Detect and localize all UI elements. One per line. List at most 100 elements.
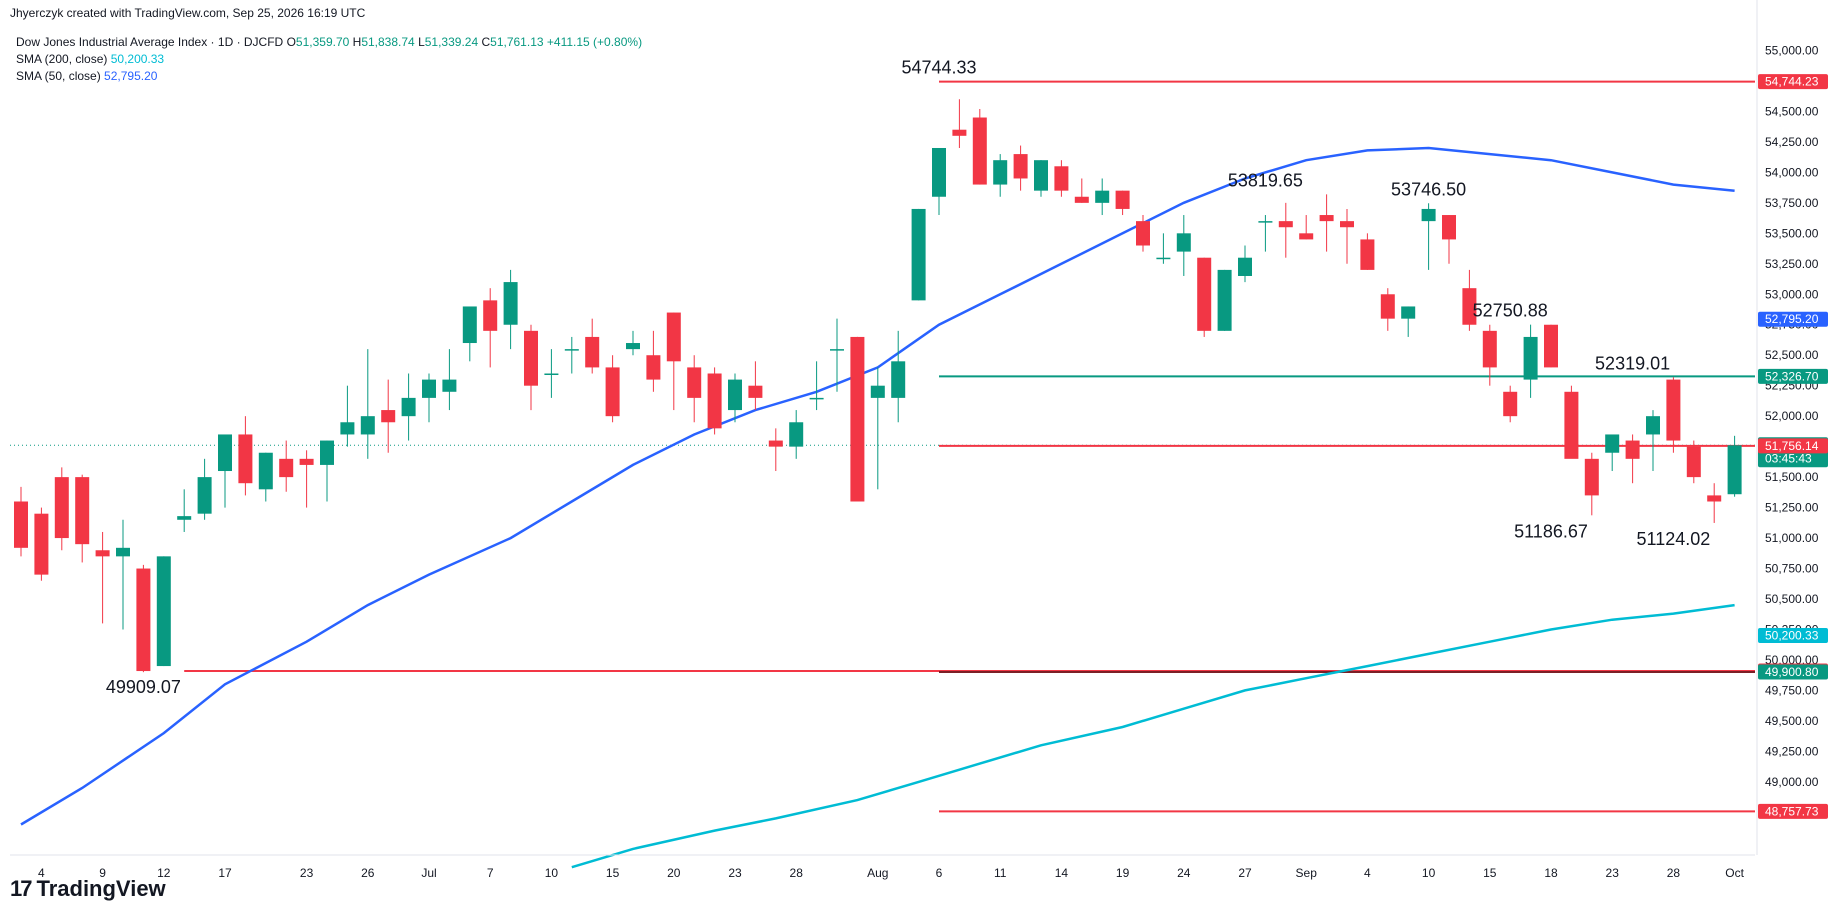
candle[interactable] [238,416,253,496]
candle[interactable] [1095,178,1110,216]
candle[interactable] [1013,145,1028,191]
candle[interactable] [320,440,334,502]
candle[interactable] [422,373,436,423]
candle[interactable] [1442,215,1456,264]
candle[interactable] [707,367,722,435]
candle[interactable] [850,336,865,502]
candle[interactable] [75,474,90,563]
candle[interactable] [1156,233,1171,264]
candle[interactable] [503,269,518,350]
candle[interactable] [1727,435,1742,497]
time-axis[interactable]: 4 9 12 17 23 26 Jul 7 10 15 20 23 28 Aug 6 11 14 19 24 27 Se… [10,854,1755,880]
candle[interactable] [156,556,171,667]
candle[interactable] [95,531,110,624]
candle[interactable] [1605,434,1620,472]
candle[interactable] [1258,215,1273,252]
candle[interactable] [1666,377,1681,453]
candle[interactable] [401,373,416,441]
candle[interactable] [646,330,661,392]
candle[interactable] [442,349,457,411]
instrument-name[interactable]: Dow Jones Industrial Average Index · 1D … [16,35,284,49]
candle[interactable] [279,440,294,492]
candle[interactable] [1115,190,1130,216]
candle[interactable] [993,154,1008,197]
candle[interactable] [34,507,49,581]
candle[interactable] [1646,410,1660,472]
price-axis[interactable]: 49,000.00 49,250.00 49,500.00 49,750.00 50,0… [1756,0,1828,855]
candle[interactable] [1482,324,1497,386]
candle[interactable] [932,147,946,216]
candle[interactable] [54,467,69,551]
candle[interactable] [809,361,824,411]
candle[interactable] [360,349,375,459]
candle[interactable] [1319,194,1334,252]
price-tag[interactable]: 54,744.23 [1758,74,1828,90]
candle[interactable] [768,428,783,472]
candle[interactable] [789,410,804,459]
candle[interactable] [585,318,600,374]
candle[interactable] [299,450,314,508]
candle[interactable] [1238,245,1252,283]
candle[interactable] [1584,452,1599,516]
price-tag[interactable]: 50,200.33 [1758,628,1828,644]
candle[interactable] [748,361,763,411]
price-tag[interactable]: 49,900.80 [1758,664,1828,680]
sma200-line[interactable] [571,603,1735,869]
candle[interactable] [1054,160,1069,197]
candle[interactable] [1503,385,1518,423]
candle[interactable] [626,330,640,356]
candle[interactable] [1278,202,1293,258]
candle[interactable] [1421,203,1436,270]
candle[interactable] [197,458,212,520]
candle[interactable] [1197,257,1212,337]
candle[interactable] [14,486,28,557]
candle[interactable] [1686,440,1701,484]
candle[interactable] [1523,324,1538,398]
candle[interactable] [381,379,396,453]
sma50-line[interactable] [20,146,1735,826]
candle[interactable] [1360,233,1375,270]
candle[interactable] [870,367,885,490]
candle[interactable] [1034,160,1048,197]
candle[interactable] [830,318,844,392]
candle[interactable] [1401,306,1416,337]
legend-sma50-row[interactable]: SMA (50, close) 52,795.20 [16,68,642,85]
tradingview-logo[interactable]: 17 TradingView [10,876,166,902]
candle[interactable] [136,564,151,673]
candle[interactable] [544,349,559,398]
price-tag[interactable]: 51,756.14 [1758,438,1828,454]
candle[interactable] [1340,208,1354,264]
candle[interactable] [687,355,702,423]
candle[interactable] [911,208,926,301]
candle[interactable] [462,306,477,362]
candle[interactable] [1136,215,1150,252]
candle[interactable] [1625,434,1640,484]
candle[interactable] [1074,178,1089,203]
candle[interactable] [728,373,742,423]
candle[interactable] [1299,215,1314,240]
candle[interactable] [605,355,620,423]
candle[interactable] [116,519,130,630]
candle[interactable] [952,99,967,148]
candle[interactable] [666,312,681,411]
price-tag[interactable]: 52,795.20 [1758,311,1828,327]
price-tag[interactable]: 48,757.73 [1758,803,1828,819]
candle[interactable] [340,385,355,447]
candle[interactable] [564,336,579,374]
candle[interactable] [1176,215,1191,276]
candle[interactable] [218,434,232,508]
candle[interactable] [1217,269,1232,331]
candle[interactable] [1564,385,1579,459]
candle[interactable] [524,324,538,411]
candle[interactable] [1544,324,1558,368]
candle[interactable] [483,288,498,368]
candle[interactable] [258,452,273,502]
price-tag[interactable]: 52,326.70 [1758,368,1828,384]
candle[interactable] [1707,483,1722,523]
candle[interactable] [972,108,987,185]
legend-sma200-row[interactable]: SMA (200, close) 50,200.33 [16,51,642,68]
candle[interactable] [1380,288,1395,331]
candle[interactable] [1462,269,1477,331]
candle[interactable] [177,489,192,532]
